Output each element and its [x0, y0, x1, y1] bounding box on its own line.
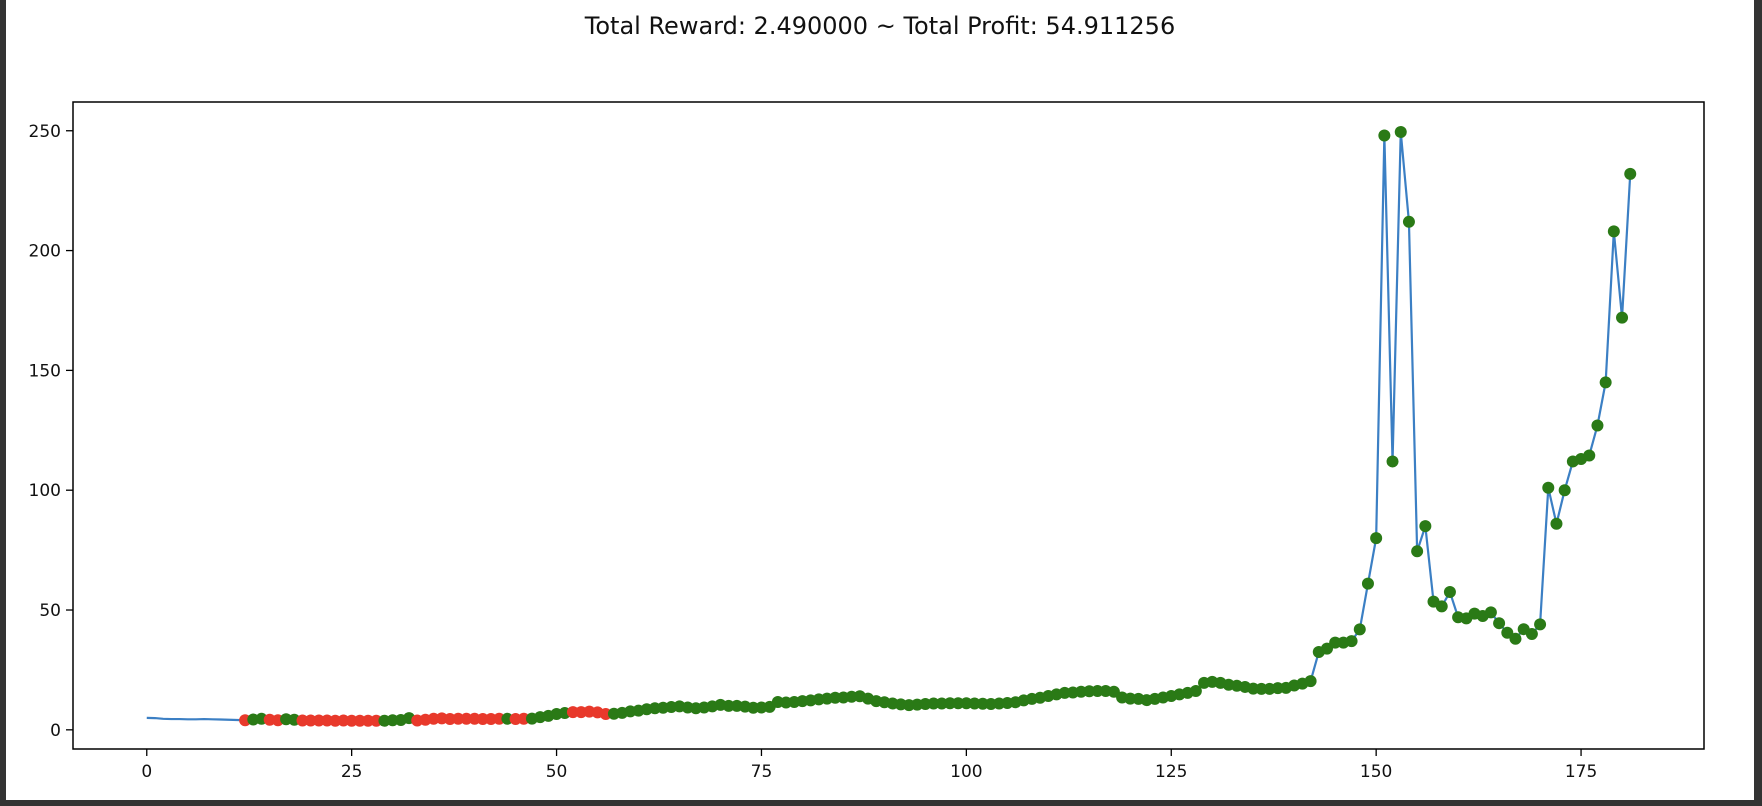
short-position-marker [345, 714, 358, 727]
x-tick-label: 175 [1565, 762, 1597, 782]
y-tick-label: 150 [29, 361, 61, 381]
figure-canvas: Total Reward: 2.490000 ~ Total Profit: 5… [6, 0, 1754, 800]
short-position-marker [452, 712, 465, 725]
x-tick-label: 50 [546, 762, 568, 782]
long-position-marker [1361, 577, 1374, 590]
long-position-marker [1558, 484, 1571, 497]
y-axis: 0 50 100 150 200 250 [29, 122, 73, 741]
x-tick-label: 150 [1360, 762, 1392, 782]
long-position-marker [1550, 517, 1563, 530]
long-position-marker [1493, 617, 1506, 630]
x-tick-label: 0 [141, 762, 152, 782]
long-position-marker [1189, 685, 1202, 698]
y-tick-label: 200 [29, 242, 61, 262]
long-position-marker [943, 697, 956, 710]
short-position-marker [566, 706, 579, 719]
short-position-marker [353, 714, 366, 727]
long-position-marker [1624, 167, 1637, 180]
x-tick-label: 25 [341, 762, 363, 782]
x-tick-label: 125 [1155, 762, 1187, 782]
x-tick-label: 100 [950, 762, 982, 782]
long-position-marker [1386, 455, 1399, 468]
short-position-marker [493, 712, 506, 725]
long-position-marker [1591, 419, 1604, 432]
x-tick-label: 75 [751, 762, 773, 782]
long-position-marker [1353, 623, 1366, 636]
long-position-marker [1607, 225, 1620, 238]
long-position-marker [1525, 627, 1538, 640]
y-tick-label: 0 [50, 721, 61, 741]
x-axis: 0 25 50 75 100 125 150 175 [141, 749, 1597, 782]
y-tick-label: 100 [29, 481, 61, 501]
long-position-marker [1304, 675, 1317, 688]
plot-area-frame [72, 101, 1705, 750]
long-position-marker [1443, 586, 1456, 599]
long-position-marker [1484, 606, 1497, 619]
position-markers [239, 125, 1637, 727]
chart-title: Total Reward: 2.490000 ~ Total Profit: 5… [584, 12, 1176, 40]
long-position-marker [1378, 129, 1391, 142]
short-position-marker [312, 714, 325, 727]
long-position-marker [1616, 311, 1629, 324]
long-position-marker [1411, 545, 1424, 558]
long-position-marker [1345, 635, 1358, 648]
long-position-marker [1320, 642, 1333, 655]
short-position-marker [370, 714, 383, 727]
chart-svg: 0 25 50 75 100 125 150 175 0 50 100 150 200 250 [29, 101, 1705, 782]
long-position-marker [1583, 449, 1596, 462]
y-tick-label: 250 [29, 122, 61, 142]
long-position-marker [1534, 618, 1547, 631]
long-position-marker [1509, 632, 1522, 645]
long-position-marker [1394, 125, 1407, 138]
long-position-marker [1329, 636, 1342, 649]
long-position-marker [1419, 520, 1432, 533]
long-position-marker [1599, 376, 1612, 389]
y-tick-label: 50 [39, 601, 61, 621]
long-position-marker [1370, 532, 1383, 545]
long-position-marker [1435, 600, 1448, 613]
short-position-marker [304, 714, 317, 727]
long-position-marker [1402, 215, 1415, 228]
long-position-marker [1542, 481, 1555, 494]
